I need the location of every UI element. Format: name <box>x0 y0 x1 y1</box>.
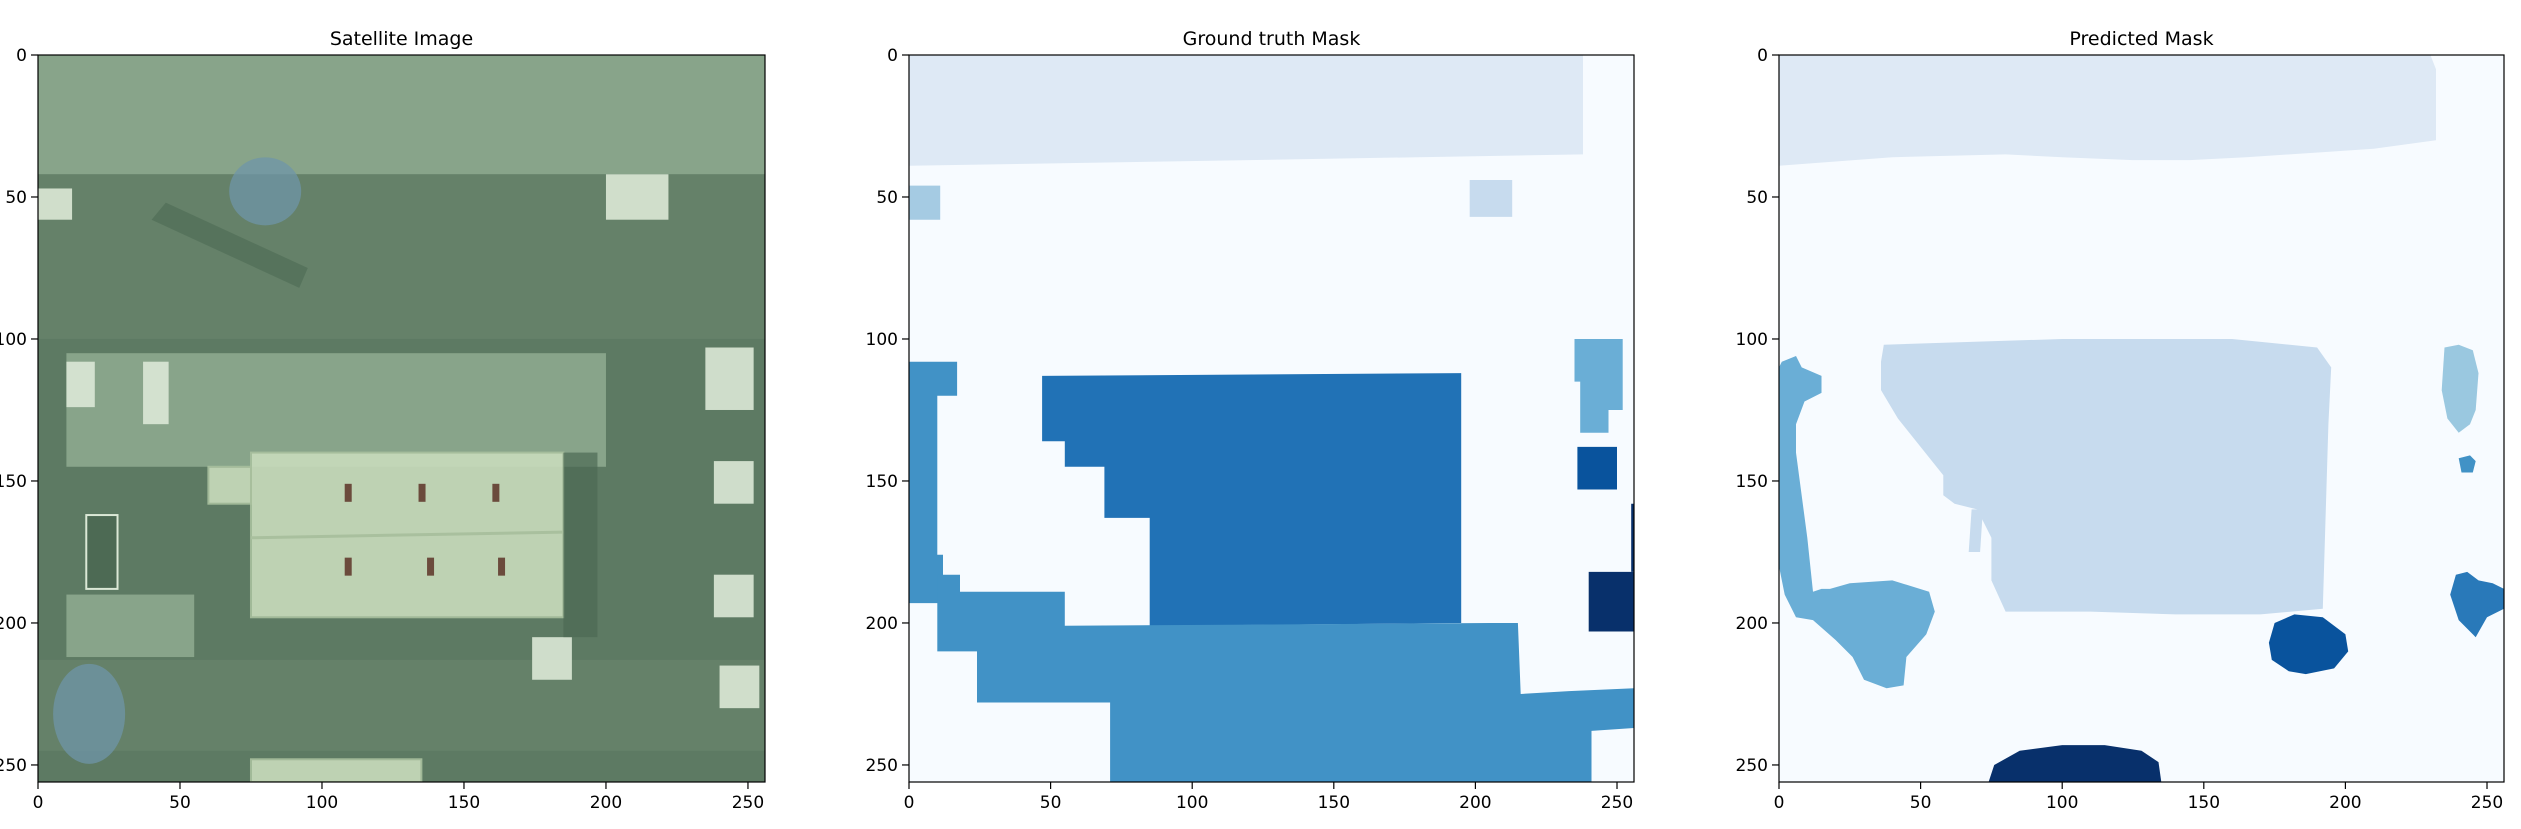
image-roof-ridge <box>250 530 564 540</box>
x-tick-label: 200 <box>1459 793 1491 813</box>
image-tank-16 <box>719 665 760 709</box>
y-tick-label: 250 <box>866 756 898 776</box>
axes-frame <box>908 54 1635 783</box>
y-tick-label: 50 <box>1746 188 1768 208</box>
image-window-3 <box>344 557 352 576</box>
image-building-7 <box>249 758 423 782</box>
panel-predicted-mask: 0 50 100 150 200 250 0 50 100 150 200 250 Predicted … <box>1736 28 2505 813</box>
x-tick-label: 0 <box>904 793 915 813</box>
mask-region-4 <box>2441 344 2479 433</box>
x-tick-label: 50 <box>1040 793 1062 813</box>
x-tick-label: 0 <box>1774 793 1785 813</box>
panel-ground-truth-mask: 0 50 100 150 200 250 0 50 100 150 200 250 Ground tru… <box>866 28 1635 813</box>
y-tick-label: 150 <box>0 472 27 492</box>
mask-region-9 <box>1631 503 1634 572</box>
axes-frame <box>37 54 766 783</box>
image-tank-12 <box>713 574 754 618</box>
image-blue-patch <box>53 663 126 764</box>
mask-region-6 <box>2450 571 2504 638</box>
mask-region-2 <box>1968 509 1983 552</box>
x-tick-label: 100 <box>2046 793 2078 813</box>
x-tick-label: 100 <box>306 793 338 813</box>
image-roof-5 <box>66 594 195 658</box>
image-window-1 <box>418 483 426 502</box>
y-tick-label: 100 <box>866 330 898 350</box>
image-tank-8 <box>66 361 95 408</box>
mask-region-8 <box>1588 571 1634 632</box>
y-tick-label: 250 <box>0 756 27 776</box>
image-window-5 <box>498 557 506 576</box>
image-debris <box>151 202 308 288</box>
mask-region-5 <box>2458 455 2476 473</box>
plot-area <box>1779 55 2504 782</box>
y-tick-label: 200 <box>866 614 898 634</box>
x-tick-label: 150 <box>1318 793 1350 813</box>
x-tick-label: 100 <box>1176 793 1208 813</box>
mask-region-3 <box>1779 356 1935 689</box>
plot-area <box>909 55 1634 782</box>
mask-region-8 <box>1988 745 2162 782</box>
mask-region-7 <box>1577 446 1617 490</box>
image-tank-10 <box>705 347 754 410</box>
y-tick-label: 150 <box>866 472 898 492</box>
y-tick-label: 0 <box>16 46 27 66</box>
mask-region-6 <box>1574 339 1623 433</box>
y-tick-label: 250 <box>1736 756 1768 776</box>
image-road-6 <box>38 659 765 751</box>
image-vehicle <box>85 514 119 590</box>
x-tick-label: 250 <box>1601 793 1633 813</box>
plot-area <box>38 55 765 782</box>
panel-title: Satellite Image <box>330 28 473 50</box>
image-window-2 <box>492 483 500 502</box>
mask-region-0 <box>909 55 1583 166</box>
mask-region-0 <box>1779 55 2436 166</box>
image-tank-14 <box>605 174 669 220</box>
x-tick-label: 200 <box>2329 793 2361 813</box>
y-tick-label: 0 <box>1757 46 1768 66</box>
y-tick-label: 150 <box>1736 472 1768 492</box>
panel-title: Predicted Mask <box>2069 28 2213 50</box>
x-tick-label: 150 <box>448 793 480 813</box>
image-window-4 <box>427 557 435 576</box>
image-tank-15 <box>532 637 572 680</box>
x-tick-label: 250 <box>732 793 764 813</box>
axes-frame <box>1778 54 2505 783</box>
mask-region-4 <box>909 361 958 604</box>
mask-region-3 <box>1042 373 1462 626</box>
mask-region-1 <box>1881 339 2332 615</box>
image-roof-0 <box>38 55 765 175</box>
panel-title: Ground truth Mask <box>1183 28 1361 50</box>
y-tick-label: 100 <box>0 330 27 350</box>
image-shadow <box>563 452 598 638</box>
image-tank-9 <box>143 361 169 425</box>
image-tank-11 <box>713 461 754 504</box>
mask-region-5 <box>937 574 1634 782</box>
y-tick-label: 50 <box>876 188 898 208</box>
y-tick-label: 50 <box>5 188 27 208</box>
x-tick-label: 50 <box>169 793 191 813</box>
mask-region-2 <box>1469 180 1513 217</box>
image-blue-patch <box>229 157 302 226</box>
x-tick-label: 250 <box>2471 793 2503 813</box>
y-tick-label: 0 <box>887 46 898 66</box>
image-building-4 <box>207 465 252 505</box>
y-tick-label: 200 <box>1736 614 1768 634</box>
panel-satellite-image: 0 50 100 150 200 250 0 50 100 150 200 250 Satellite … <box>0 28 766 813</box>
image-tank-13 <box>38 188 73 220</box>
y-tick-label: 100 <box>1736 330 1768 350</box>
x-tick-label: 0 <box>33 793 44 813</box>
x-tick-label: 200 <box>590 793 622 813</box>
y-tick-label: 200 <box>0 614 27 634</box>
mask-region-1 <box>909 185 941 220</box>
image-window-0 <box>344 483 352 502</box>
x-tick-label: 50 <box>1910 793 1932 813</box>
mask-region-7 <box>2268 614 2349 675</box>
x-tick-label: 150 <box>2188 793 2220 813</box>
